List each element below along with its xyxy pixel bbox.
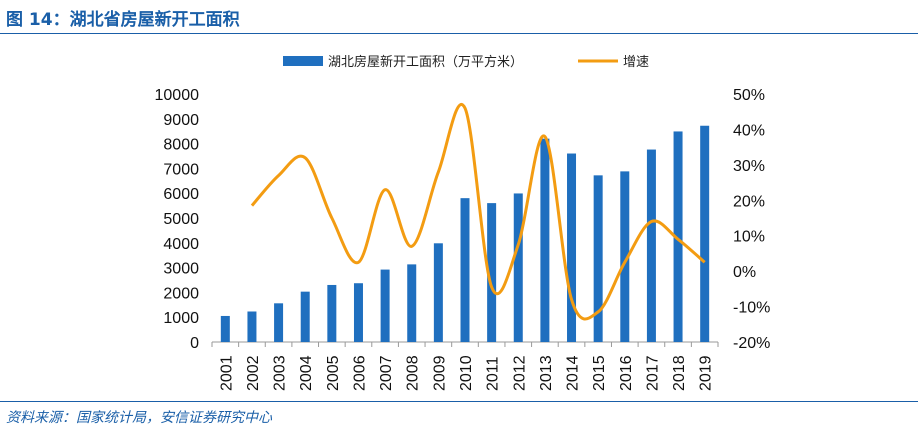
bar (247, 311, 257, 342)
bar (407, 264, 417, 342)
x-tick-label: 2006 (351, 355, 368, 391)
bar (327, 284, 337, 342)
figure-title: 图 14：湖北省房屋新开工面积 (6, 10, 240, 30)
bar-series (220, 125, 710, 342)
x-tick-label: 2009 (431, 355, 448, 391)
bar (433, 243, 443, 342)
x-tick-label: 2011 (485, 356, 502, 391)
x-tick-label: 2015 (591, 355, 608, 391)
x-tick-label: 2014 (565, 355, 582, 391)
legend-bar-swatch (283, 56, 323, 66)
bar (700, 125, 710, 342)
bar (300, 291, 310, 342)
legend: 湖北房屋新开工面积（万平方米） 增速 (283, 54, 649, 69)
y-right-axis: -20% -10% 0% 10% 20% 30% 40% 50% (733, 87, 770, 352)
x-tick-label: 2016 (618, 355, 635, 391)
y-left-tick-label: 2000 (163, 285, 199, 302)
x-tick-label: 2002 (245, 355, 262, 391)
x-tick-label: 2018 (671, 355, 688, 391)
bar (380, 269, 390, 342)
line-series (250, 103, 706, 321)
y-right-tick-label: -20% (733, 335, 770, 352)
legend-line-label: 增速 (623, 54, 649, 69)
bar (513, 193, 523, 342)
x-tick-label: 2008 (405, 355, 422, 391)
bar (460, 198, 470, 342)
legend-bar-label: 湖北房屋新开工面积（万平方米） (328, 54, 523, 69)
bar (567, 153, 577, 342)
source-divider (0, 401, 918, 402)
x-tick-label: 2019 (698, 355, 715, 391)
title-divider (0, 33, 918, 34)
bar (620, 171, 630, 342)
y-right-tick-label: -10% (733, 300, 770, 317)
bar (274, 303, 284, 342)
y-right-tick-label: 10% (733, 229, 765, 246)
y-left-axis: 0 1000 2000 3000 4000 5000 6000 7000 8000 9000 100… (155, 87, 200, 352)
y-left-tick-label: 9000 (163, 112, 199, 129)
x-tick-label: 2004 (298, 355, 315, 391)
y-left-tick-label: 10000 (155, 87, 200, 104)
bar (646, 149, 656, 342)
growth-line (250, 103, 706, 321)
bar (593, 175, 603, 342)
x-axis: 2001 2002 2003 2004 2005 2006 2007 2008 2009 2010… (211, 341, 719, 391)
y-left-tick-label: 5000 (163, 211, 199, 228)
y-right-tick-label: 50% (733, 87, 765, 104)
y-left-tick-label: 3000 (163, 261, 199, 278)
y-left-tick-label: 6000 (163, 186, 199, 203)
bar (353, 283, 363, 342)
y-left-tick-label: 8000 (163, 137, 199, 154)
y-left-tick-label: 4000 (163, 236, 199, 253)
x-tick-label: 2003 (272, 355, 289, 391)
x-tick-label: 2017 (644, 355, 661, 391)
y-left-tick-label: 0 (190, 335, 199, 352)
x-tick-label: 2007 (378, 355, 395, 391)
y-left-tick-label: 7000 (163, 161, 199, 178)
source-note: 资料来源：国家统计局，安信证券研究中心 (6, 410, 272, 426)
bar (220, 315, 230, 342)
x-tick-label: 2005 (325, 355, 342, 391)
bar (540, 138, 550, 342)
y-right-tick-label: 20% (733, 193, 765, 210)
x-tick-label: 2001 (218, 355, 235, 391)
bar (673, 131, 683, 342)
y-right-tick-label: 30% (733, 158, 765, 175)
y-right-tick-label: 40% (733, 122, 765, 139)
x-tick-label: 2012 (511, 355, 528, 391)
y-left-tick-label: 1000 (163, 310, 199, 327)
y-right-tick-label: 0% (733, 264, 756, 281)
bar (487, 203, 497, 342)
x-tick-label: 2013 (538, 355, 555, 391)
x-tick-label: 2010 (458, 355, 475, 391)
